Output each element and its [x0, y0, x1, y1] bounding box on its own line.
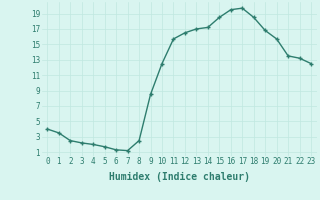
- X-axis label: Humidex (Indice chaleur): Humidex (Indice chaleur): [109, 172, 250, 182]
